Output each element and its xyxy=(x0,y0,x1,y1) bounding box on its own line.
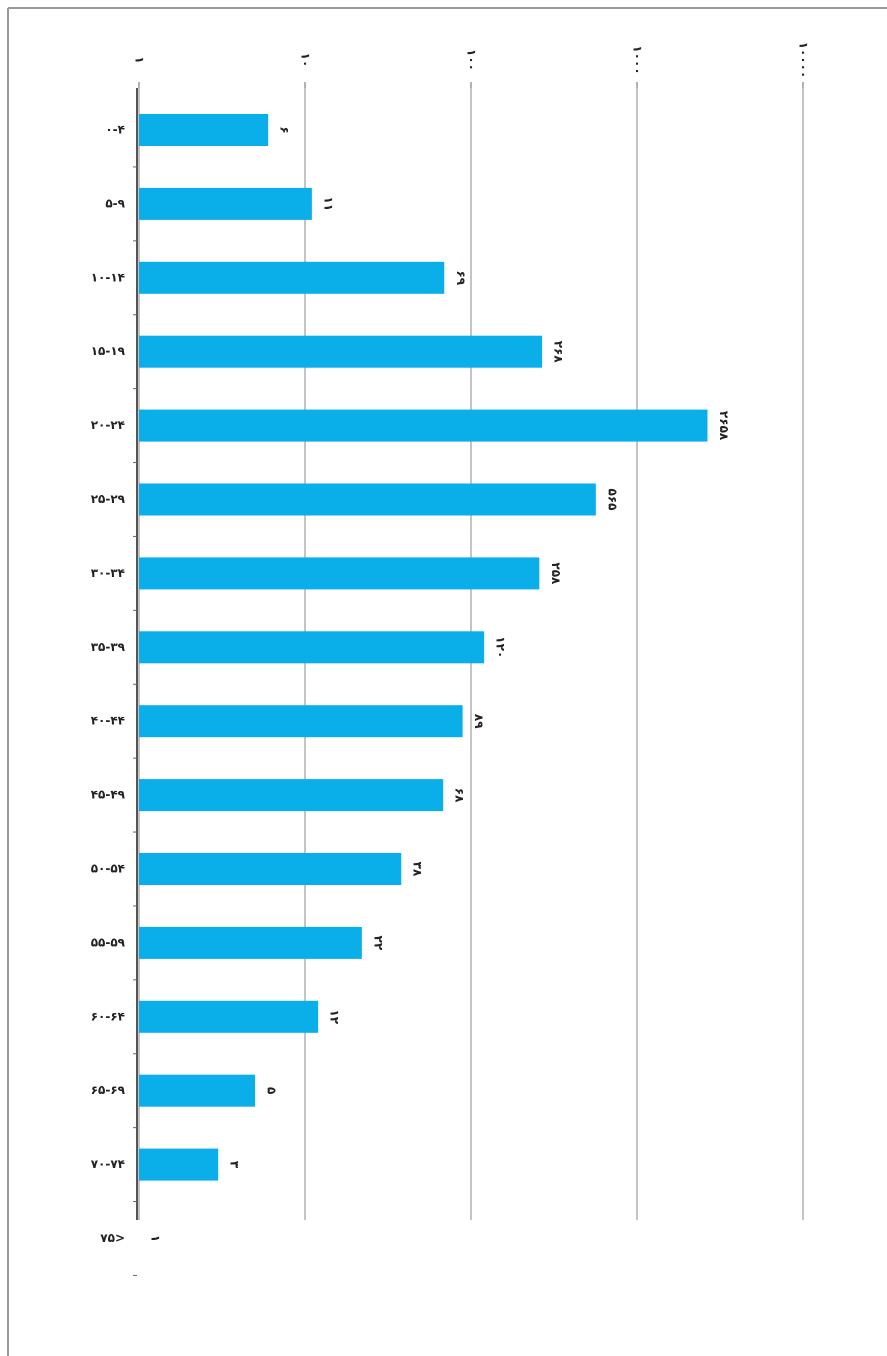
value-label: ۲۶۸ xyxy=(552,341,566,364)
bar xyxy=(139,335,543,368)
value-label: ۲۶۵۸ xyxy=(717,411,731,441)
bar xyxy=(139,1000,319,1033)
y-tick-label: ۵۵-۵۹ xyxy=(91,935,126,949)
y-tick-label: ۱۵-۱۹ xyxy=(91,344,126,358)
y-tick-label: ۵۰-۵۴ xyxy=(91,862,125,876)
y-tick-label: ۳۰-۳۴ xyxy=(91,566,125,580)
bar xyxy=(139,409,708,442)
y-tick-label: ۲۰-۲۴ xyxy=(91,418,125,432)
bar xyxy=(139,705,463,738)
bar xyxy=(139,1074,256,1107)
y-tick-label: ۴۰-۴۴ xyxy=(91,714,125,728)
value-label: ۲۵۸ xyxy=(549,562,563,585)
value-label: ۲۲ xyxy=(371,936,385,951)
value-label: ۸۹ xyxy=(472,714,486,729)
y-tick-label: ۶۵-۶۹ xyxy=(91,1083,126,1097)
y-tick-label: ۳۵-۳۹ xyxy=(91,640,126,654)
value-label: ۱۲۰ xyxy=(494,636,508,658)
x-tick-label: ۱۰ xyxy=(299,53,313,68)
value-label: ۳ xyxy=(228,1161,242,1169)
value-label: ۵ xyxy=(265,1087,279,1094)
y-tick-label: ۱۰-۱۴ xyxy=(91,270,125,284)
bar xyxy=(139,779,444,812)
bar xyxy=(139,557,540,590)
y-tick-label: ۰-۴ xyxy=(105,123,125,137)
x-tick-label: ۱ xyxy=(133,56,147,63)
bar xyxy=(139,1148,219,1181)
y-tick-label: ۲۵-۲۹ xyxy=(91,492,126,506)
value-label: ۵۶۵ xyxy=(605,489,619,511)
bar xyxy=(139,926,362,959)
bar xyxy=(139,187,312,220)
y-tick-label: ۶۰-۶۴ xyxy=(91,1009,125,1023)
x-tick-label: ۱۰۰۰ xyxy=(631,45,645,74)
bar xyxy=(139,483,596,516)
value-label: ۶ xyxy=(278,126,292,133)
y-tick-label: ۴۵-۴۹ xyxy=(91,788,126,802)
value-label: ۶۹ xyxy=(454,270,468,285)
value-label: ۱ xyxy=(149,1235,163,1242)
bar xyxy=(139,631,485,664)
value-label: ۳۸ xyxy=(411,862,425,877)
x-tick-label: ۱۰۰۰۰ xyxy=(797,42,811,79)
value-label: ۱۱ xyxy=(321,197,335,212)
y-tick-label: ۷۰-۷۴ xyxy=(91,1157,125,1171)
bar xyxy=(139,853,402,885)
bar xyxy=(139,261,445,294)
value-label: ۶۸ xyxy=(453,788,467,803)
value-label: ۱۲ xyxy=(328,1009,342,1024)
bar xyxy=(139,114,269,146)
x-tick-label: ۱۰۰ xyxy=(465,49,479,71)
y-tick-label: ۵-۹ xyxy=(105,196,125,210)
y-tick-label: ۷۵> xyxy=(100,1231,125,1245)
